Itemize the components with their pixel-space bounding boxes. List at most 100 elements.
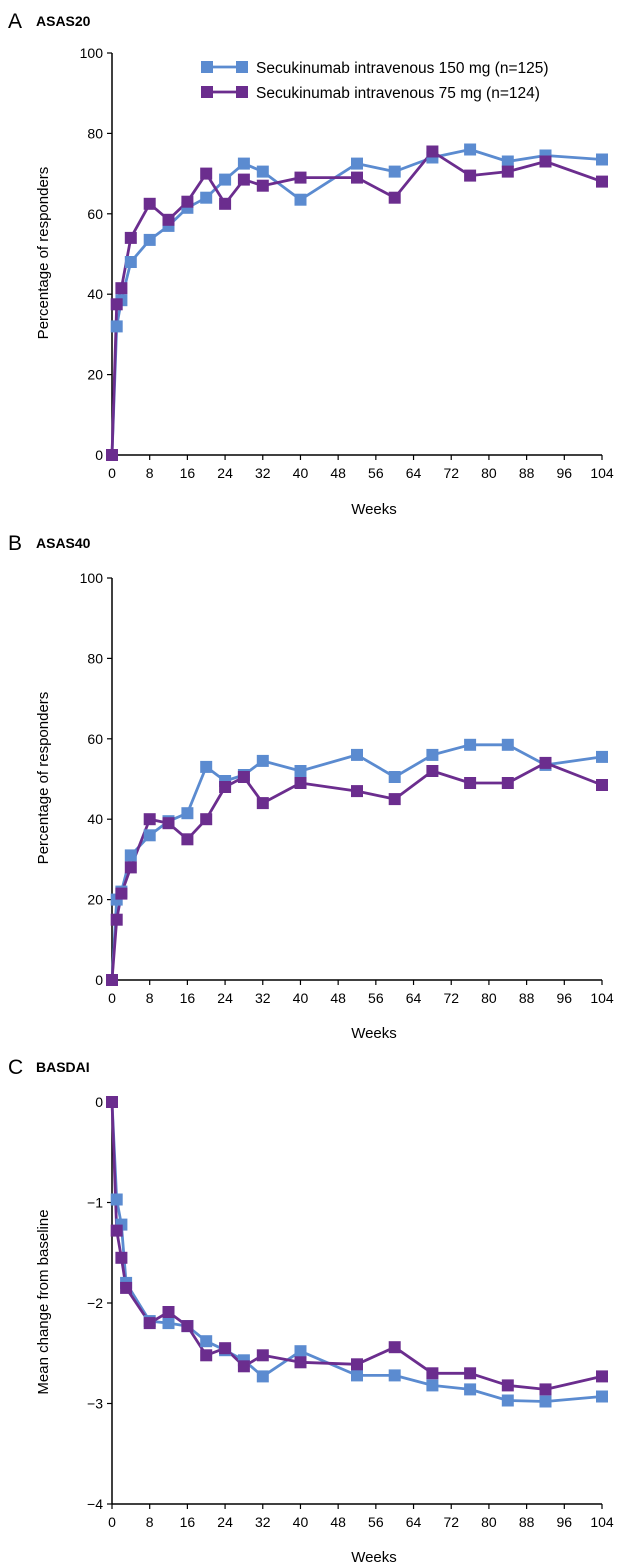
- panel-c-point-s75: [351, 1358, 363, 1371]
- legend-marker-s75: [201, 86, 213, 98]
- panel-a-point-s75: [200, 167, 213, 180]
- panel-c-point-s75: [388, 1341, 401, 1354]
- panel-a-x-tick-label: 16: [180, 465, 196, 481]
- panel-b-point-s75: [351, 785, 363, 798]
- panel-b-point-s75: [219, 781, 232, 793]
- panel-a-point-s75: [388, 191, 401, 204]
- panel-c-x-tick-label: 48: [330, 1514, 346, 1530]
- panel-b-point-s75: [200, 813, 213, 826]
- panel-b-point-s75: [501, 777, 514, 789]
- panel-a-x-tick-label: 96: [557, 465, 573, 481]
- panel-a-point-s150: [219, 173, 232, 186]
- panel-a-plot: 0 20 40 60 80 100 0 8 16 24 32 40 48 56 64 72 80 88 96 104: [80, 45, 614, 481]
- panel-a: A ASAS20 Percentage of responders Weeks …: [8, 10, 614, 518]
- panel-c-point-s150: [294, 1345, 307, 1358]
- panel-a-point-s75: [426, 145, 439, 158]
- panel-c-point-s150: [256, 1370, 269, 1383]
- panel-b-plot: 0 20 40 60 80 100 0 8 16 24 32 40 48 56 64 72 80 88 96 104: [80, 570, 614, 1006]
- panel-c-x-tick-label: 72: [443, 1514, 459, 1530]
- panel-c-y-tick-label: −1: [87, 1195, 103, 1211]
- panel-a-point-s150: [294, 193, 307, 206]
- panel-b-point-s150: [181, 807, 194, 820]
- panel-c-x-tick-label: 88: [519, 1514, 535, 1530]
- panel-b-point-s150: [501, 738, 514, 751]
- panel-c-point-s75: [181, 1320, 194, 1333]
- panel-a-point-s75: [181, 195, 194, 208]
- panel-c: C BASDAI Mean change from baseline Weeks…: [8, 1056, 614, 1565]
- panel-a-x-tick-label: 32: [255, 465, 271, 481]
- panel-c-point-s150: [388, 1369, 401, 1382]
- panel-c-y-tick-label: −4: [87, 1496, 103, 1512]
- panel-a-x-tick-label: 64: [406, 465, 422, 481]
- panel-c-point-s75: [464, 1367, 477, 1380]
- panel-c-point-s75: [426, 1367, 439, 1380]
- legend: Secukinumab intravenous 150 mg (n=125) S…: [201, 60, 549, 102]
- panel-a-point-s75: [124, 231, 137, 244]
- panel-c-point-s150: [464, 1383, 477, 1396]
- panel-a-point-s75: [294, 171, 307, 184]
- panel-b-point-s75: [294, 777, 307, 789]
- panel-a-point-s150: [596, 153, 608, 166]
- panel-b-x-tick-label: 72: [443, 990, 459, 1006]
- panel-b-x-tick-label: 104: [590, 990, 614, 1006]
- panel-c-y-tick-label: 0: [95, 1094, 103, 1110]
- panel-b-x-tick-label: 8: [146, 990, 154, 1006]
- panel-c-point-s75: [200, 1349, 213, 1362]
- panel-a-point-s75: [106, 449, 118, 461]
- panel-c-point-s75: [501, 1379, 514, 1392]
- panel-b-point-s150: [596, 750, 608, 763]
- panel-b-x-tick-label: 48: [330, 990, 346, 1006]
- panel-c-point-s150: [162, 1317, 175, 1330]
- panel-b-point-s150: [464, 738, 477, 751]
- panel-b-y-tick-label: 20: [87, 892, 103, 908]
- panel-c-x-tick-label: 32: [255, 1514, 271, 1530]
- panel-c-point-s75: [294, 1356, 307, 1369]
- panel-a-point-s150: [124, 256, 137, 268]
- panel-b-point-s75: [596, 779, 608, 791]
- panel-b-xlabel: Weeks: [351, 1025, 397, 1042]
- panel-b-point-s75: [426, 765, 439, 777]
- panel-b-x-tick-label: 16: [180, 990, 196, 1006]
- panel-b-y-tick-label: 100: [80, 570, 104, 586]
- panel-b-point-s75: [143, 813, 156, 826]
- panel-c-point-s75: [115, 1251, 128, 1264]
- panel-b-point-s150: [294, 765, 307, 777]
- panel-b-x-tick-label: 24: [217, 990, 233, 1006]
- panel-b-point-s75: [181, 833, 194, 846]
- panel-c-ylabel: Mean change from baseline: [35, 1209, 52, 1394]
- panel-b: B ASAS40 Percentage of responders Weeks …: [8, 532, 614, 1042]
- panel-b-y-tick-label: 0: [95, 972, 103, 988]
- panel-b-x-tick-label: 80: [481, 990, 497, 1006]
- panel-b-y-tick-label: 60: [87, 731, 103, 747]
- panel-c-x-tick-label: 8: [146, 1514, 154, 1530]
- panel-a-point-s75: [464, 169, 477, 182]
- panel-c-point-s150: [426, 1379, 439, 1392]
- legend-item-s150: Secukinumab intravenous 150 mg (n=125): [201, 60, 549, 77]
- panel-b-x-tick-label: 96: [557, 990, 573, 1006]
- panel-a-x-tick-label: 88: [519, 465, 535, 481]
- panel-a-x-tick-label: 80: [481, 465, 497, 481]
- panel-c-x-tick-label: 80: [481, 1514, 497, 1530]
- panel-c-x-tick-label: 40: [293, 1514, 309, 1530]
- panel-a-point-s75: [219, 197, 232, 210]
- panel-b-point-s150: [388, 771, 401, 783]
- panel-a-y-tick-label: 80: [87, 125, 103, 141]
- panel-c-point-s150: [501, 1394, 514, 1407]
- panel-b-point-s75: [256, 797, 269, 810]
- panel-c-point-s75: [596, 1370, 608, 1383]
- panel-b-x-tick-label: 40: [293, 990, 309, 1006]
- panel-c-x-tick-label: 104: [590, 1514, 614, 1530]
- panel-c-plot: −4 −3 −2 −1 0 0 8 16 24 32 40 48 56 64 72 80 88 96 104: [87, 1094, 614, 1530]
- panel-b-point-s150: [256, 754, 269, 767]
- panel-c-series-line-s150: [110, 1101, 603, 1403]
- panel-b-point-s75: [162, 817, 175, 830]
- panel-b-point-s75: [464, 777, 477, 789]
- panel-c-x-tick-label: 16: [180, 1514, 196, 1530]
- panel-c-point-s75: [143, 1317, 156, 1330]
- legend-marker-s75: [236, 86, 248, 98]
- panel-b-point-s150: [426, 748, 439, 761]
- panel-b-point-s75: [106, 974, 118, 986]
- panel-b-point-s75: [237, 771, 250, 783]
- panel-b-point-s75: [539, 756, 552, 769]
